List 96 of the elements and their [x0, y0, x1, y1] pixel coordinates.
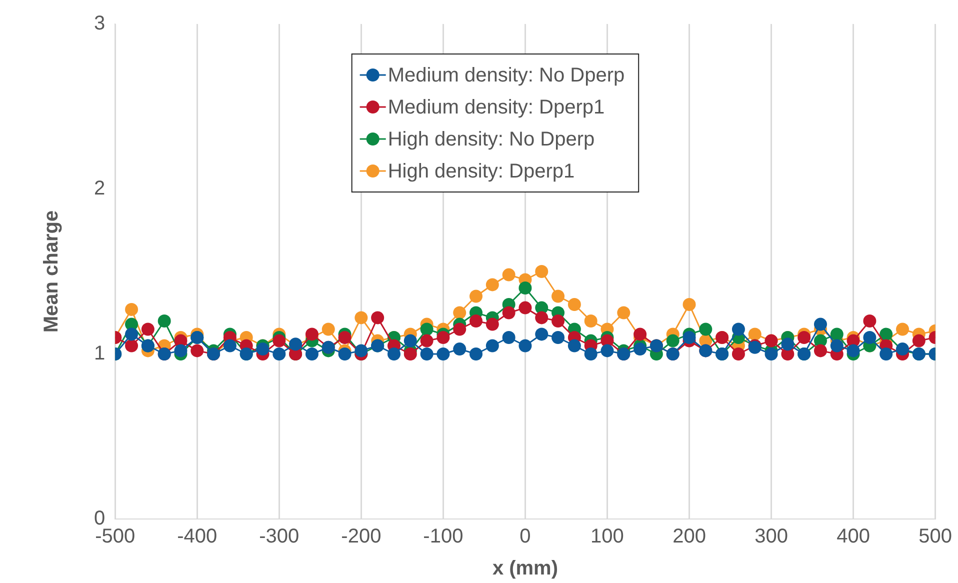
point [354, 344, 368, 358]
x-tick-label: 400 [836, 526, 870, 548]
point [535, 328, 548, 341]
point [322, 322, 335, 336]
point [518, 301, 532, 314]
point [256, 342, 270, 356]
point [880, 348, 893, 360]
point [814, 344, 827, 358]
x-tick-label: 100 [590, 526, 624, 548]
point [518, 282, 532, 294]
point [552, 314, 565, 328]
point [568, 298, 581, 311]
x-tick-label: -400 [177, 526, 218, 548]
point [535, 265, 548, 278]
point [470, 290, 483, 303]
point [404, 334, 417, 348]
point [502, 331, 516, 344]
x-tick-label: -300 [259, 526, 300, 548]
point [634, 342, 647, 356]
point [141, 322, 154, 336]
point [518, 339, 532, 352]
legend-label: High density: No Dperp [388, 128, 595, 151]
point [453, 306, 466, 320]
point [600, 344, 614, 358]
point [125, 339, 138, 352]
x-tick-label: 0 [520, 526, 531, 548]
point [748, 328, 762, 341]
point [338, 331, 352, 344]
x-tick-label: 200 [672, 526, 706, 548]
point [584, 314, 598, 328]
point [305, 328, 318, 341]
point [863, 314, 876, 328]
legend-label: Medium density: No Dperp [388, 64, 625, 87]
legend-label: Medium density: Dperp1 [388, 96, 605, 119]
legend-label: High density: Dperp1 [388, 160, 575, 183]
point [174, 344, 188, 358]
y-tick-label: 2 [94, 178, 106, 200]
x-axis-title: x (mm) [492, 558, 558, 580]
point [502, 268, 516, 282]
point [436, 348, 450, 360]
x-tick-label: 500 [918, 526, 952, 548]
point [896, 322, 910, 336]
point [552, 331, 565, 344]
point [830, 328, 844, 341]
point [371, 311, 384, 324]
point [666, 334, 680, 348]
point [814, 318, 827, 331]
point [535, 311, 548, 324]
point [272, 348, 286, 360]
point [404, 348, 417, 360]
point [764, 348, 778, 360]
x-tick-label: 300 [754, 526, 788, 548]
point [682, 331, 696, 344]
point [354, 311, 368, 324]
point [420, 322, 434, 336]
point [486, 278, 499, 292]
point [486, 339, 499, 352]
point [502, 306, 516, 320]
point [912, 334, 926, 348]
point [420, 334, 434, 348]
point [486, 318, 499, 331]
point [732, 348, 745, 360]
point [846, 344, 860, 358]
y-tick-label: 1 [94, 342, 106, 365]
point [699, 322, 712, 336]
point [436, 331, 450, 344]
y-axis-title: Mean charge [40, 210, 63, 333]
point [223, 339, 236, 352]
point [272, 334, 286, 348]
x-tick-label: -100 [423, 526, 464, 548]
point [798, 331, 811, 344]
point [125, 302, 138, 316]
point [470, 348, 483, 360]
y-tick-label: 3 [94, 12, 106, 35]
point [732, 322, 745, 336]
point [863, 331, 876, 344]
point [584, 348, 598, 360]
point [125, 328, 138, 341]
point [470, 314, 483, 328]
point [305, 348, 318, 360]
point [552, 290, 565, 303]
point [453, 342, 466, 356]
point [453, 322, 466, 336]
point [617, 306, 630, 320]
point [420, 348, 434, 360]
point [634, 328, 647, 341]
x-tick-label: -200 [341, 526, 382, 548]
point [338, 348, 352, 360]
point [682, 298, 696, 311]
point [880, 328, 893, 341]
point [158, 314, 171, 328]
point [190, 344, 204, 358]
point [568, 339, 581, 352]
point [781, 338, 794, 351]
point [830, 339, 844, 352]
point [387, 348, 400, 360]
